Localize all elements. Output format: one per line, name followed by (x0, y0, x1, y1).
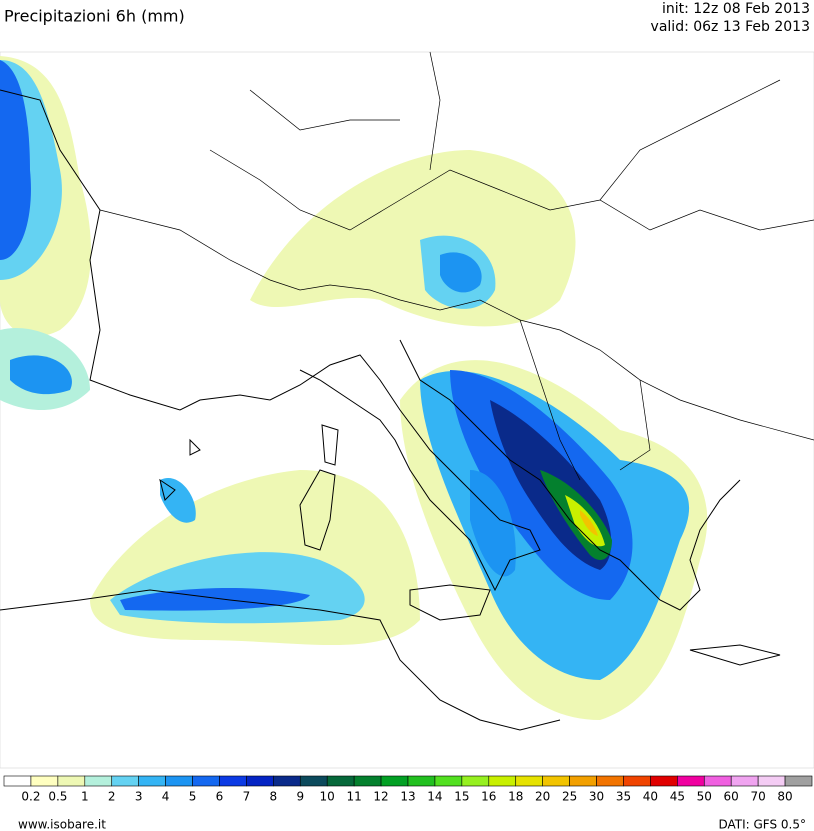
legend-label: 35 (616, 790, 631, 804)
precipitation (0, 56, 708, 720)
legend-label: 20 (535, 790, 550, 804)
legend-label: 0.5 (48, 790, 67, 804)
legend-label: 9 (296, 790, 304, 804)
legend-swatch (542, 775, 570, 787)
legend-label: 4 (162, 790, 170, 804)
legend-swatch (730, 775, 759, 787)
legend-label: 2 (108, 790, 116, 804)
legend-swatch (326, 775, 355, 787)
legend-swatch (380, 775, 409, 787)
legend-swatch (596, 775, 624, 787)
valid-time: valid: 06z 13 Feb 2013 (651, 19, 810, 35)
legend-swatch (353, 775, 382, 787)
borders (99, 51, 814, 481)
legend-swatch (165, 775, 193, 787)
legend: 0.2 0.5 1 2 3 4 5 6 7 8 9 10 11 12 13 14 15 16 18 20 25 30 35 4… (3, 775, 813, 804)
legend-label: 5 (189, 790, 197, 804)
legend-swatch (111, 775, 139, 787)
legend-swatch (299, 775, 328, 787)
legend-swatch (3, 775, 32, 787)
legend-label: 15 (454, 790, 469, 804)
map (0, 51, 814, 769)
data-source: DATI: GFS 0.5° (718, 818, 806, 831)
coastlines (0, 89, 781, 731)
legend-label: 30 (589, 790, 604, 804)
legend-swatch (461, 775, 490, 787)
legend-label: 60 (724, 790, 739, 804)
legend-label: 3 (135, 790, 143, 804)
legend-swatch (784, 775, 813, 787)
legend-swatch (273, 775, 301, 787)
legend-label: 8 (270, 790, 278, 804)
legend-swatch (434, 775, 463, 787)
legend-label: 11 (346, 790, 361, 804)
legend-label: 70 (750, 790, 765, 804)
legend-swatch (138, 775, 166, 787)
legend-label: 80 (777, 790, 792, 804)
legend-label: 40 (643, 790, 658, 804)
legend-swatch (246, 775, 274, 787)
legend-label: 14 (427, 790, 442, 804)
legend-label: 45 (670, 790, 685, 804)
legend-swatch (677, 775, 705, 787)
title: Precipitazioni 6h (mm) (4, 7, 185, 26)
legend-label: 1 (81, 790, 89, 804)
legend-swatch (650, 775, 678, 787)
legend-swatch (515, 775, 543, 787)
legend-label: 18 (508, 790, 523, 804)
legend-label: 7 (243, 790, 251, 804)
legend-label: 6 (216, 790, 224, 804)
legend-label: 50 (697, 790, 712, 804)
legend-swatch (488, 775, 517, 787)
init-time: init: 12z 08 Feb 2013 (662, 1, 810, 17)
legend-label: 12 (373, 790, 388, 804)
legend-swatch (84, 775, 113, 787)
legend-swatch (407, 775, 436, 787)
legend-label: 10 (320, 790, 335, 804)
legend-swatch (30, 775, 59, 787)
legend-label: 25 (562, 790, 577, 804)
legend-swatch (569, 775, 597, 787)
legend-label: 0.2 (21, 790, 40, 804)
legend-swatch (219, 775, 247, 787)
legend-swatch (192, 775, 220, 787)
legend-swatch (57, 775, 86, 787)
legend-label: 16 (481, 790, 496, 804)
legend-swatch (757, 775, 786, 787)
legend-swatch (623, 775, 651, 787)
site-credit: www.isobare.it (18, 818, 106, 831)
legend-swatch (703, 775, 732, 787)
legend-label: 13 (400, 790, 415, 804)
